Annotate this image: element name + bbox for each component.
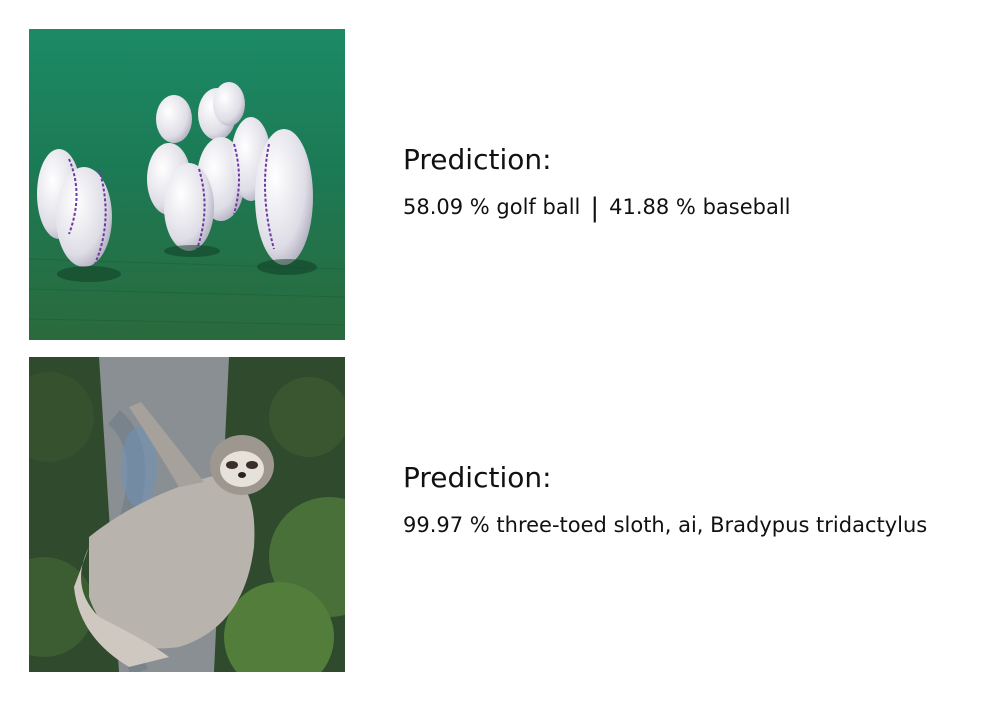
prediction-result: 41.88 % baseball	[609, 195, 791, 219]
prediction-result: 99.97 % three-toed sloth, ai, Bradypus t…	[403, 513, 928, 537]
prediction-block-1: Prediction: 58.09 % golf ball | 41.88 % ba…	[403, 143, 791, 222]
result-separator: |	[590, 193, 600, 223]
prediction-results: 58.09 % golf ball | 41.88 % baseball	[403, 193, 791, 222]
prediction-block-2: Prediction: 99.97 % three-toed sloth, ai…	[403, 461, 927, 539]
baseballs-image	[29, 29, 345, 340]
prediction-heading: Prediction:	[403, 461, 552, 494]
prediction-results: 99.97 % three-toed sloth, ai, Bradypus t…	[403, 511, 927, 539]
sloth-image	[29, 357, 345, 672]
prediction-result: 58.09 % golf ball	[403, 195, 581, 219]
prediction-heading: Prediction:	[403, 143, 552, 176]
